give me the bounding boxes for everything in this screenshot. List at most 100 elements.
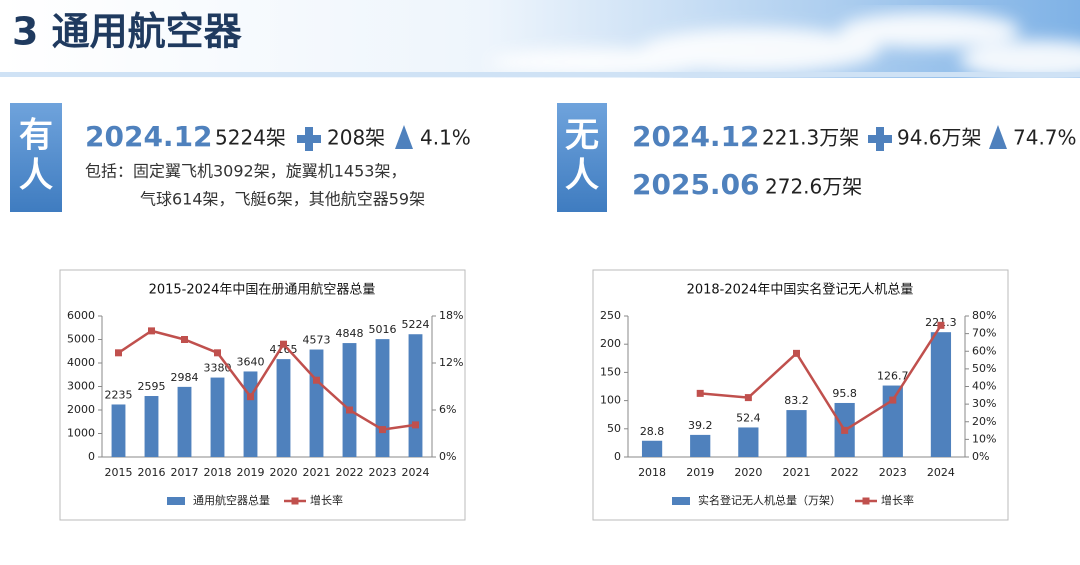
x-tick-label: 2015: [105, 466, 133, 479]
y2-tick-label: 18%: [439, 309, 463, 322]
data-label: 5016: [369, 323, 397, 336]
legend-swatch: [672, 497, 690, 505]
line-marker: [696, 389, 704, 397]
legend-label: 实名登记无人机总量（万架）: [698, 493, 841, 507]
bar: [882, 385, 903, 457]
y-tick-label: 250: [600, 309, 621, 322]
bar: [144, 396, 159, 457]
line-marker: [181, 336, 188, 343]
y2-tick-label: 6%: [439, 403, 456, 416]
line: [117, 329, 416, 431]
x-tick-label: 2017: [171, 466, 199, 479]
y-tick-label: 6000: [67, 309, 95, 322]
line-marker: [148, 327, 155, 335]
bar: [738, 427, 759, 457]
tag-box: [10, 103, 62, 212]
data-label: 2235: [105, 388, 133, 401]
tag-box: [557, 103, 607, 212]
total: 5224架: [215, 126, 286, 150]
bar: [309, 349, 324, 457]
x-tick-label: 2016: [138, 466, 166, 479]
y2-tick-label: 60%: [972, 344, 996, 357]
growth: 74.7%: [1013, 126, 1077, 150]
up-icon: [395, 125, 413, 149]
x-tick-label: 2022: [831, 466, 859, 479]
x-tick-label: 2019: [237, 466, 265, 479]
y-tick-label: 200: [600, 337, 621, 350]
y2-tick-label: 10%: [972, 432, 996, 445]
line: [700, 324, 942, 433]
growth: 4.1%: [420, 126, 471, 150]
y2-tick-label: 30%: [972, 397, 996, 410]
page-title: 3 通用航空器: [12, 10, 243, 54]
line-marker: [214, 349, 221, 357]
bar: [930, 332, 952, 457]
x-tick-label: 2023: [879, 466, 907, 479]
increase: 208架: [327, 126, 385, 150]
bar: [210, 377, 225, 457]
tag-text: 有: [19, 116, 53, 156]
y-tick-label: 5000: [67, 333, 95, 346]
y2-tick-label: 70%: [972, 327, 996, 340]
y-tick-label: 1000: [67, 427, 95, 440]
date: 2024.12: [85, 120, 213, 153]
chart-frame: [59, 269, 466, 521]
tag-text: 人: [565, 156, 599, 196]
y2-tick-label: 40%: [972, 380, 996, 393]
line-marker: [937, 321, 945, 329]
y2-tick-label: 12%: [439, 356, 463, 369]
line-marker: [379, 426, 386, 434]
legend-label: 增长率: [881, 493, 914, 507]
data-label: 3380: [204, 362, 232, 375]
y-tick-label: 4000: [67, 356, 95, 369]
legend-swatch: [291, 497, 299, 505]
bar: [690, 434, 711, 457]
total: 221.3万架: [762, 126, 859, 150]
total: 272.6万架: [765, 175, 862, 199]
line-marker: [280, 340, 287, 348]
legend-swatch: [167, 497, 185, 505]
y-tick-label: 0: [614, 450, 621, 463]
line-marker: [841, 426, 849, 434]
line-marker: [313, 376, 320, 384]
up-icon: [989, 125, 1007, 149]
data-label: 39.2: [688, 419, 713, 432]
line-marker: [793, 349, 800, 357]
data-label: 4573: [303, 334, 331, 347]
x-tick-label: 2018: [638, 466, 666, 479]
bar: [408, 334, 423, 457]
y-tick-label: 3000: [67, 380, 95, 393]
bar: [375, 339, 390, 457]
legend-label: 通用航空器总量: [193, 493, 270, 507]
line-marker: [744, 394, 752, 402]
date: 2024.12: [632, 120, 760, 153]
line-marker: [115, 349, 122, 357]
line-marker: [346, 406, 353, 414]
plus-icon: [297, 127, 321, 151]
x-tick-label: 2019: [686, 466, 714, 479]
y2-tick-label: 50%: [972, 362, 996, 375]
bar: [177, 386, 192, 457]
data-label: 95.8: [832, 387, 857, 400]
x-tick-label: 2021: [303, 466, 331, 479]
header-band: [0, 72, 1080, 77]
legend-label: 增长率: [310, 493, 343, 507]
legend-swatch: [862, 497, 870, 505]
x-tick-label: 2020: [270, 466, 298, 479]
y2-tick-label: 20%: [972, 415, 996, 428]
chart-title: 2018-2024年中国实名登记无人机总量: [687, 282, 914, 298]
data-label: 5224: [402, 318, 430, 331]
y-tick-label: 100: [600, 394, 621, 407]
chart-title: 2015-2024年中国在册通用航空器总量: [149, 282, 376, 298]
y-tick-label: 2000: [67, 403, 95, 416]
bar: [111, 404, 126, 457]
y-tick-label: 150: [600, 365, 621, 378]
data-label: 126.7: [877, 370, 909, 383]
detail: 气球614架，飞艇6架，其他航空器59架: [140, 190, 425, 209]
x-tick-label: 2022: [336, 466, 364, 479]
bar: [786, 410, 807, 457]
line-marker: [247, 393, 254, 401]
line-marker: [889, 396, 897, 404]
data-label: 83.2: [784, 394, 809, 407]
